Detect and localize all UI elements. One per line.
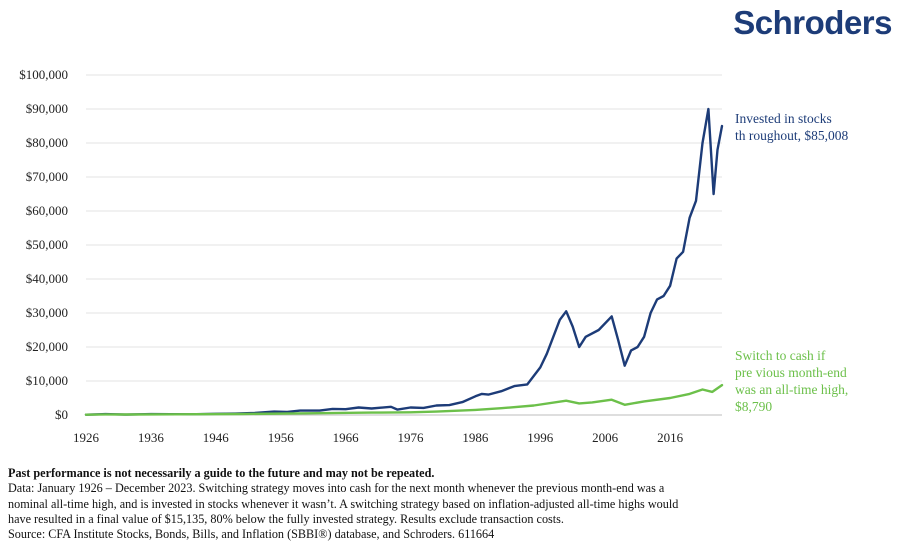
y-tick-label: $20,000 (26, 339, 68, 354)
y-tick-label: $0 (55, 407, 68, 422)
series-line-switch (84, 383, 724, 416)
footnote-line: nominal all-time high, and is invested i… (8, 496, 679, 511)
x-tick-label: 1946 (203, 430, 230, 445)
chart-grid (86, 74, 722, 416)
series-label: pre vious month-end (735, 365, 847, 380)
x-tick-label: 1956 (268, 430, 295, 445)
x-axis-tick-labels: 1926 1936 1946 1956 1966 1976 1986 1996 2006 2016 (73, 430, 684, 445)
schroders-logo: Schroders (733, 4, 892, 41)
footnote: Past performance is not necessarily a gu… (8, 466, 892, 542)
y-tick-label: $40,000 (26, 271, 68, 286)
series-label: Switch to cash if (735, 348, 826, 363)
x-tick-label: 1936 (138, 430, 165, 445)
y-axis-tick-labels: $0 $10,000 $20,000 $30,000 $40,000 $50,000 $60… (19, 67, 68, 422)
y-tick-label: $30,000 (26, 305, 68, 320)
y-tick-label: $80,000 (26, 135, 68, 150)
series-label: Invested in stocks (735, 111, 832, 126)
y-tick-label: $100,000 (19, 67, 68, 82)
line-chart: $0 $10,000 $20,000 $30,000 $40,000 $50,000 $60… (19, 67, 848, 445)
y-tick-label: $50,000 (26, 237, 68, 252)
footnote-line: Source: CFA Institute Stocks, Bonds, Bil… (8, 527, 495, 542)
y-tick-label: $60,000 (26, 203, 68, 218)
x-tick-label: 1926 (73, 430, 100, 445)
x-tick-label: 1976 (397, 430, 424, 445)
x-tick-label: 1986 (462, 430, 489, 445)
series-line-stocks (84, 107, 724, 416)
series-lines (84, 107, 724, 416)
footnote-line: Data: January 1926 – December 2023. Swit… (8, 481, 665, 496)
footnote-line: have resulted in a final value of $15,13… (8, 511, 564, 526)
series-label: was an all-time high, (735, 382, 848, 397)
y-tick-label: $10,000 (26, 373, 68, 388)
series-label: th roughout, $85,008 (735, 128, 848, 143)
footnote-heading: Past performance is not necessarily a gu… (8, 466, 435, 480)
series-label: $8,790 (735, 399, 772, 414)
y-tick-label: $90,000 (26, 101, 68, 116)
x-tick-label: 2006 (592, 430, 619, 445)
x-tick-label: 2016 (657, 430, 684, 445)
x-tick-label: 1996 (527, 430, 554, 445)
y-tick-label: $70,000 (26, 169, 68, 184)
x-tick-label: 1966 (333, 430, 360, 445)
series-labels: Invested in stocks th roughout, $85,008 Sw… (735, 111, 848, 414)
